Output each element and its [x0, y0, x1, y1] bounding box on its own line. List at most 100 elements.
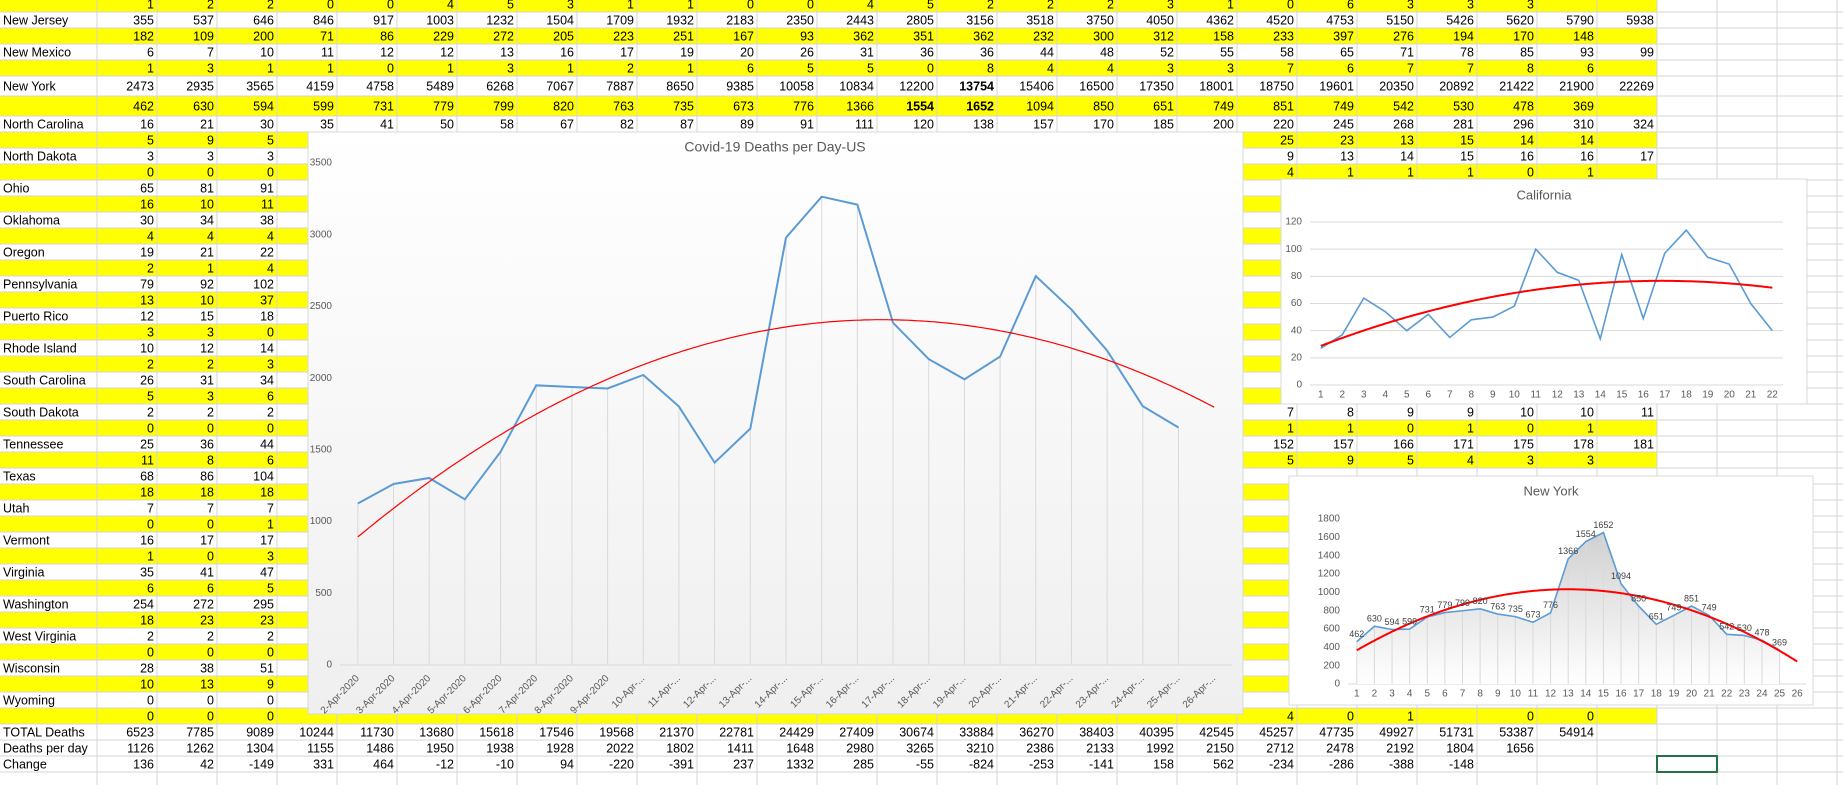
cell-value: 170 [1513, 29, 1534, 43]
cell-value: 3 [207, 325, 214, 339]
x-tick-label: 14 [1595, 390, 1607, 401]
cell-value: 2478 [1326, 741, 1354, 755]
cell-value: 0 [1527, 421, 1534, 435]
row-label: Ohio [3, 181, 29, 195]
cell-value: 2350 [786, 13, 814, 27]
cell-value: 10 [200, 293, 214, 307]
cell-value: 38 [260, 213, 274, 227]
cell-value: 5 [807, 61, 814, 75]
cell-value: 1 [1467, 421, 1474, 435]
cell-value: 182 [133, 29, 154, 43]
row-label: Puerto Rico [3, 309, 68, 323]
cell-value: 9 [1467, 405, 1474, 419]
cell-value: 599 [313, 99, 334, 113]
cell-value: 0 [327, 0, 334, 11]
cell-value: 166 [1393, 437, 1414, 451]
cell-value: 7785 [186, 725, 214, 739]
y-tick-label: 3000 [310, 229, 333, 240]
cell-value: 1 [567, 61, 574, 75]
cell-value: 8 [987, 61, 994, 75]
y-tick-label: 20 [1291, 352, 1303, 363]
cell-value: 1504 [546, 13, 574, 27]
cell-value: 53387 [1499, 725, 1534, 739]
cell-value: 7887 [606, 79, 634, 93]
cell-value: 232 [1033, 29, 1054, 43]
cell-value: 14 [1400, 149, 1414, 163]
cell-value: 50 [440, 117, 454, 131]
y-tick-label: 1800 [1318, 514, 1341, 525]
x-tick-label: 25 [1774, 689, 1786, 700]
x-tick-label: 10 [1509, 390, 1521, 401]
cell-value: -148 [1449, 757, 1474, 771]
cell-value: 11 [1641, 405, 1654, 419]
cell-value: 2805 [906, 13, 934, 27]
cell-value: 776 [793, 99, 814, 113]
cell-value: 4 [267, 229, 274, 243]
cell-value: 5 [927, 0, 934, 11]
cell-value: 6 [747, 61, 754, 75]
x-tick-label: 22 [1767, 390, 1779, 401]
row-label: Virginia [3, 565, 45, 579]
cell-value: 26 [140, 373, 154, 387]
cell-value: 2 [147, 405, 154, 419]
x-tick-label: 21 [1745, 390, 1757, 401]
cell-value: 19 [680, 45, 694, 59]
cell-value: 0 [387, 0, 394, 11]
cell-value: 1652 [966, 99, 994, 113]
y-tick-label: 1000 [310, 516, 333, 527]
cell-value: 17 [200, 533, 214, 547]
cell-value: 205 [553, 29, 574, 43]
cell-value: 16500 [1079, 79, 1114, 93]
cell-value: 10 [1520, 405, 1534, 419]
cell-value: 2935 [186, 79, 214, 93]
x-tick-label: 11 [1531, 390, 1542, 401]
cell-value: 281 [1453, 117, 1474, 131]
cell-value: 5 [1287, 453, 1294, 467]
cell-value: 13 [1400, 133, 1414, 147]
cell-value: 0 [267, 693, 274, 707]
cell-value: 19 [140, 245, 154, 259]
cell-value: 35 [320, 117, 334, 131]
cell-value: 3 [1527, 453, 1534, 467]
cell-value: 1486 [366, 741, 394, 755]
row-label: Deaths per day [3, 741, 89, 755]
data-label: 462 [1349, 629, 1364, 639]
row-label: South Dakota [3, 405, 79, 419]
cell-value: 34 [200, 213, 214, 227]
row-label: Wisconsin [3, 661, 60, 675]
x-tick-label: 24 [1756, 689, 1768, 700]
cell-value: -10 [496, 757, 514, 771]
x-tick-label: 20 [1724, 390, 1736, 401]
cell-value: 10058 [779, 79, 814, 93]
cell-value: 4520 [1266, 13, 1294, 27]
cell-value: 7 [147, 501, 154, 515]
cell-value: 16 [140, 117, 154, 131]
cell-value: -824 [969, 757, 994, 771]
x-tick-label: 12 [1552, 390, 1564, 401]
y-tick-label: 1200 [1318, 569, 1341, 580]
cell-value: 0 [147, 421, 154, 435]
cell-value: 1094 [1026, 99, 1054, 113]
cell-value: 23 [200, 613, 214, 627]
cell-value: 1992 [1146, 741, 1174, 755]
y-tick-label: 40 [1291, 325, 1303, 336]
x-tick-label: 13 [1563, 689, 1575, 700]
cell-value: 120 [913, 117, 934, 131]
cell-value: 0 [387, 61, 394, 75]
x-tick-label: 13 [1573, 390, 1585, 401]
cell-value: 1804 [1446, 741, 1474, 755]
cell-value: 2712 [1266, 741, 1294, 755]
cell-value: 0 [147, 517, 154, 531]
cell-value: 47 [260, 565, 274, 579]
cell-value: 8650 [666, 79, 694, 93]
cell-value: 268 [1393, 117, 1414, 131]
cell-value: 1 [267, 517, 274, 531]
cell-value: 851 [1273, 99, 1294, 113]
cell-value: 7 [1467, 61, 1474, 75]
cell-value: 331 [313, 757, 334, 771]
x-tick-label: 17 [1633, 689, 1645, 700]
data-label: 779 [1437, 600, 1452, 610]
cell-value: 68 [140, 469, 154, 483]
x-tick-label: 8 [1477, 689, 1483, 700]
